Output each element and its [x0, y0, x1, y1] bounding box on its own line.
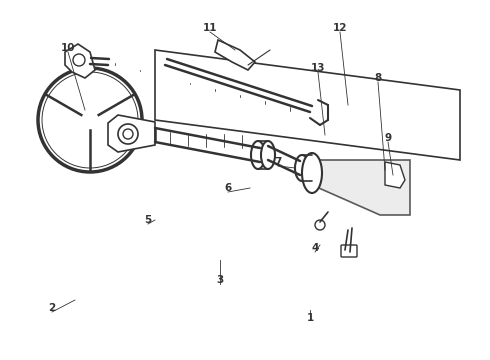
- Polygon shape: [108, 115, 155, 152]
- Text: 5: 5: [145, 215, 151, 225]
- Text: 12: 12: [333, 23, 347, 33]
- Text: 1: 1: [306, 313, 314, 323]
- Ellipse shape: [305, 155, 319, 181]
- Circle shape: [38, 68, 142, 172]
- Circle shape: [118, 124, 138, 144]
- Polygon shape: [65, 44, 95, 78]
- Text: 8: 8: [374, 73, 382, 83]
- Text: 7: 7: [274, 157, 282, 167]
- Polygon shape: [155, 50, 460, 160]
- Ellipse shape: [251, 141, 265, 169]
- Text: 13: 13: [311, 63, 325, 73]
- Circle shape: [123, 129, 133, 139]
- Text: 6: 6: [224, 183, 232, 193]
- FancyBboxPatch shape: [341, 245, 357, 257]
- Circle shape: [80, 110, 100, 130]
- Text: 4: 4: [311, 243, 318, 253]
- Text: 2: 2: [49, 303, 56, 313]
- Polygon shape: [215, 40, 255, 70]
- Text: 3: 3: [217, 275, 223, 285]
- Ellipse shape: [302, 153, 322, 193]
- Ellipse shape: [261, 141, 275, 169]
- Circle shape: [315, 220, 325, 230]
- Text: 10: 10: [61, 43, 75, 53]
- Ellipse shape: [295, 155, 309, 181]
- Polygon shape: [385, 162, 405, 188]
- Text: 9: 9: [385, 133, 392, 143]
- Polygon shape: [312, 160, 410, 215]
- Circle shape: [42, 72, 138, 168]
- Circle shape: [73, 54, 85, 66]
- Text: 11: 11: [203, 23, 217, 33]
